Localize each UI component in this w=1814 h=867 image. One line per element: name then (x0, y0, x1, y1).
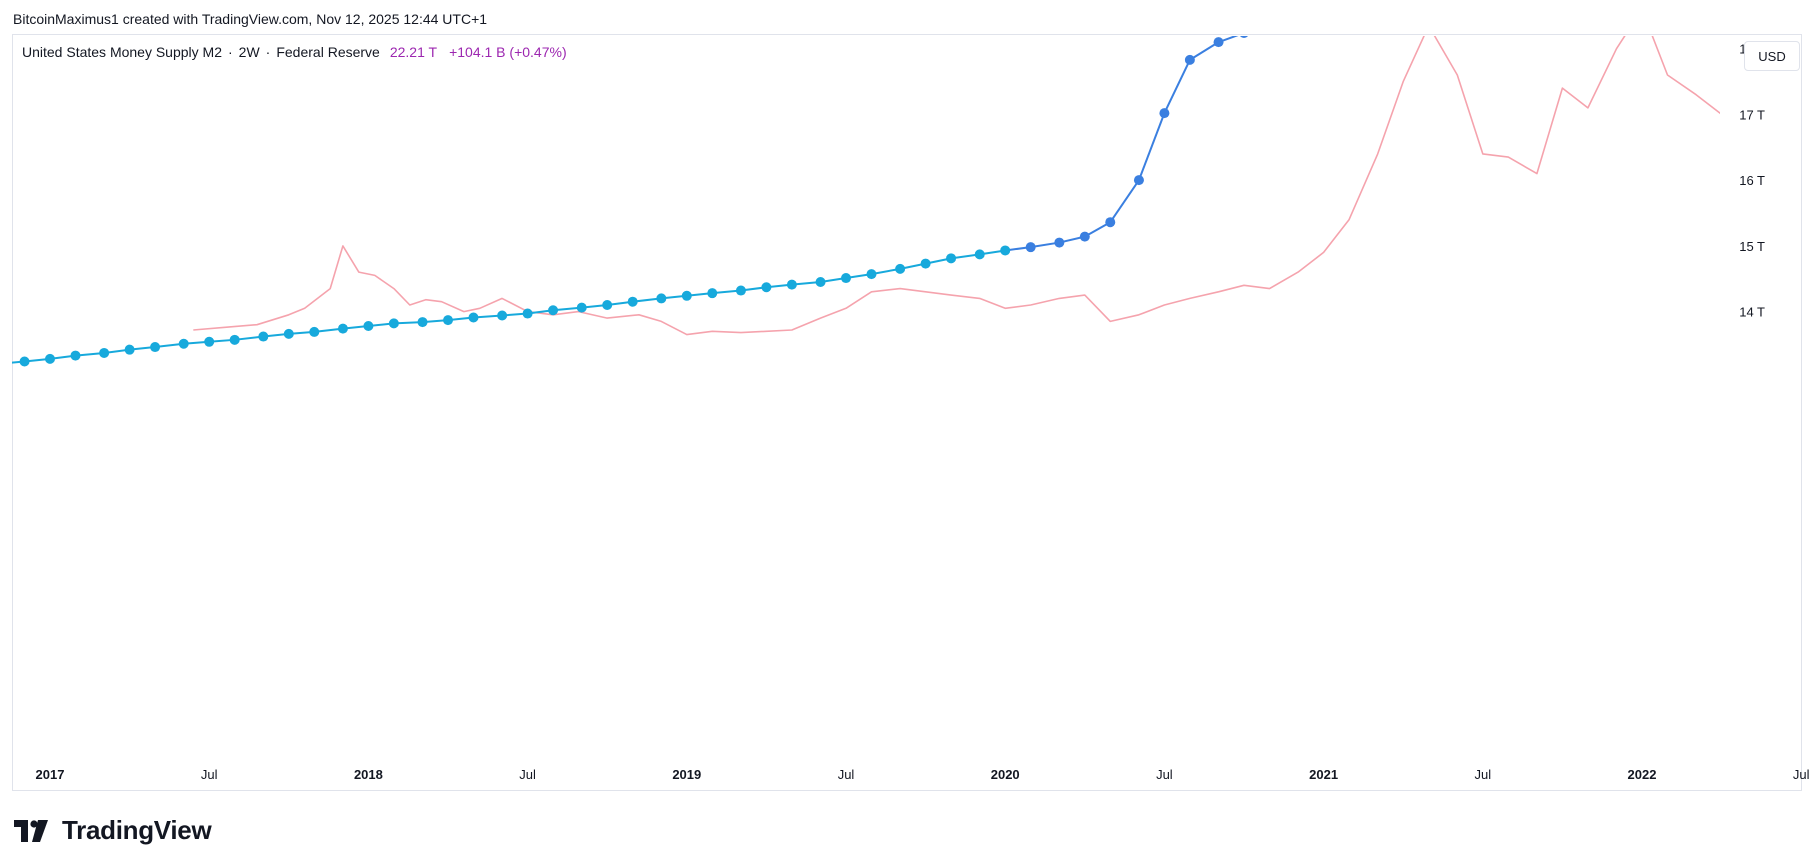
overlay-line (193, 36, 1720, 336)
m2-segment (1298, 8, 1323, 18)
m2-segment (1269, 18, 1298, 28)
m2-point (895, 263, 906, 274)
x-tick-label: 2018 (354, 767, 383, 782)
m2-point (258, 331, 269, 342)
m2-point (1344, 0, 1354, 2)
m2-point (0, 359, 1, 369)
m2-point (866, 269, 877, 280)
y-tick-label: 17 T (1739, 107, 1765, 122)
tradingview-logo: TradingView (14, 815, 212, 846)
m2-point (283, 328, 294, 339)
series-legend: United States Money Supply M2 · 2W · Fed… (22, 44, 567, 60)
m2-point (548, 305, 559, 316)
legend-last-value: 22.21 T (389, 44, 438, 60)
legend-series-name: United States Money Supply M2 (22, 44, 222, 60)
m2-point (681, 290, 692, 301)
m2-segment (1163, 59, 1191, 114)
m2-point (178, 338, 189, 349)
m2-point (1025, 242, 1036, 253)
m2-point (45, 353, 55, 364)
legend-source: Federal Reserve (276, 44, 380, 60)
m2-point (1079, 231, 1090, 242)
m2-point (946, 253, 957, 264)
m2-point (1319, 3, 1329, 13)
m2-segment (1137, 112, 1166, 181)
m2-point (229, 334, 240, 345)
m2-segment (1244, 28, 1269, 33)
chart-credit: BitcoinMaximus1 created with TradingView… (13, 11, 488, 27)
m2-point (337, 323, 348, 334)
m2-point (363, 321, 374, 332)
m2-point (417, 317, 428, 328)
brand-name: TradingView (62, 815, 212, 845)
m2-point (627, 296, 638, 307)
m2-point (1213, 37, 1224, 48)
y-tick-label: 15 T (1739, 239, 1765, 254)
legend-interval: 2W (238, 44, 260, 60)
chart-panel[interactable] (12, 34, 1802, 791)
m2-point (761, 282, 772, 293)
x-tick-label: 2022 (1628, 767, 1657, 782)
m2-point (1293, 13, 1303, 23)
m2-point (443, 315, 453, 326)
m2-point (1264, 23, 1274, 33)
m2-point (1240, 36, 1248, 38)
m2-point (602, 299, 613, 310)
legend-change: +104.1 B (+0.47%) (449, 44, 567, 60)
x-tick-label: Jul (1156, 767, 1173, 782)
m2-point (707, 288, 718, 299)
m2-point (468, 312, 479, 323)
x-tick-label: Jul (838, 767, 855, 782)
m2-point (19, 356, 30, 367)
m2-point (656, 293, 667, 304)
m2-point (815, 276, 826, 287)
m2-segment (1324, 0, 1349, 8)
m2-segment (1189, 41, 1220, 61)
m2-point (124, 344, 135, 355)
m2-segment (1109, 179, 1140, 223)
legend-separator-1: · (228, 44, 233, 60)
m2-point (786, 279, 797, 290)
m2-point (920, 258, 931, 269)
m2-point (576, 302, 587, 313)
m2-point (497, 310, 508, 321)
m2-point (99, 347, 110, 358)
m2-point (841, 273, 851, 284)
m2-point (1133, 175, 1144, 186)
x-tick-label: 2020 (991, 767, 1020, 782)
y-tick-label: 14 T (1739, 305, 1765, 320)
m2-point (974, 249, 985, 260)
x-tick-label: Jul (1793, 767, 1810, 782)
m2-point (1159, 108, 1170, 119)
x-tick-label: 2017 (36, 767, 65, 782)
m2-point (388, 318, 399, 329)
m2-point (1000, 245, 1011, 256)
m2-point (70, 350, 81, 361)
m2-point (204, 336, 215, 347)
m2-point (309, 326, 320, 337)
legend-separator-2: · (265, 44, 271, 60)
m2-point (1054, 237, 1065, 248)
m2-point (1105, 217, 1116, 228)
x-tick-label: Jul (1474, 767, 1491, 782)
m2-point (522, 308, 533, 319)
tradingview-logo-icon (14, 819, 48, 842)
currency-button[interactable]: USD (1744, 41, 1800, 71)
y-tick-label: 16 T (1739, 173, 1765, 188)
x-tick-label: 2021 (1309, 767, 1338, 782)
m2-point (150, 342, 161, 353)
x-tick-label: Jul (201, 767, 218, 782)
m2-point (735, 285, 746, 296)
m2-point (1184, 54, 1195, 65)
x-tick-label: Jul (519, 767, 536, 782)
x-tick-label: 2019 (672, 767, 701, 782)
